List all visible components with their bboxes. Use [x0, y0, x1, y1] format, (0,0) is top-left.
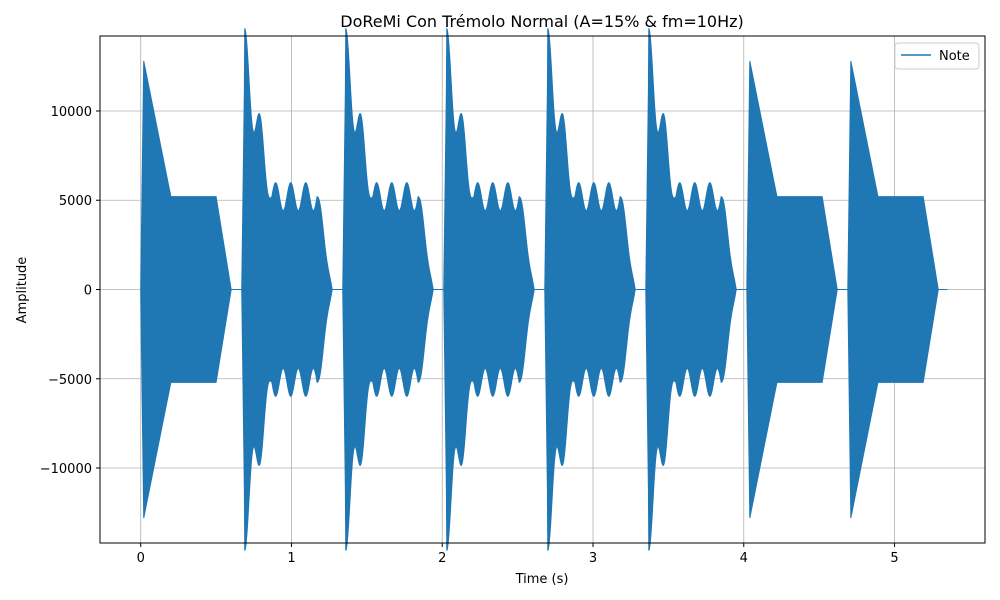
y-tick-label-0: −10000: [40, 462, 92, 477]
legend-frame: [894, 42, 980, 70]
x-axis-label: Time (s): [515, 572, 569, 587]
x-tick-label-5: 5: [890, 551, 898, 566]
y-tick-label-1: −5000: [48, 373, 92, 388]
y-tick-label-3: 5000: [59, 194, 92, 209]
x-tick-label-3: 3: [589, 551, 597, 566]
legend: Note: [894, 42, 980, 70]
y-tick-label-2: 0: [84, 284, 92, 299]
x-tick-label-1: 1: [287, 551, 295, 566]
legend-entry-note: Note: [939, 49, 970, 64]
chart-title: DoReMi Con Trémolo Normal (A=15% & fm=10…: [340, 12, 744, 31]
y-axis-label: Amplitude: [15, 257, 30, 324]
y-tick-label-4: 10000: [51, 105, 92, 120]
x-tick-label-4: 4: [740, 551, 748, 566]
x-tick-label-2: 2: [438, 551, 446, 566]
x-tick-label-0: 0: [137, 551, 145, 566]
plot-area: 0 1 2 3 4 5 −10000 −5000 0 5000 10000: [40, 28, 986, 566]
